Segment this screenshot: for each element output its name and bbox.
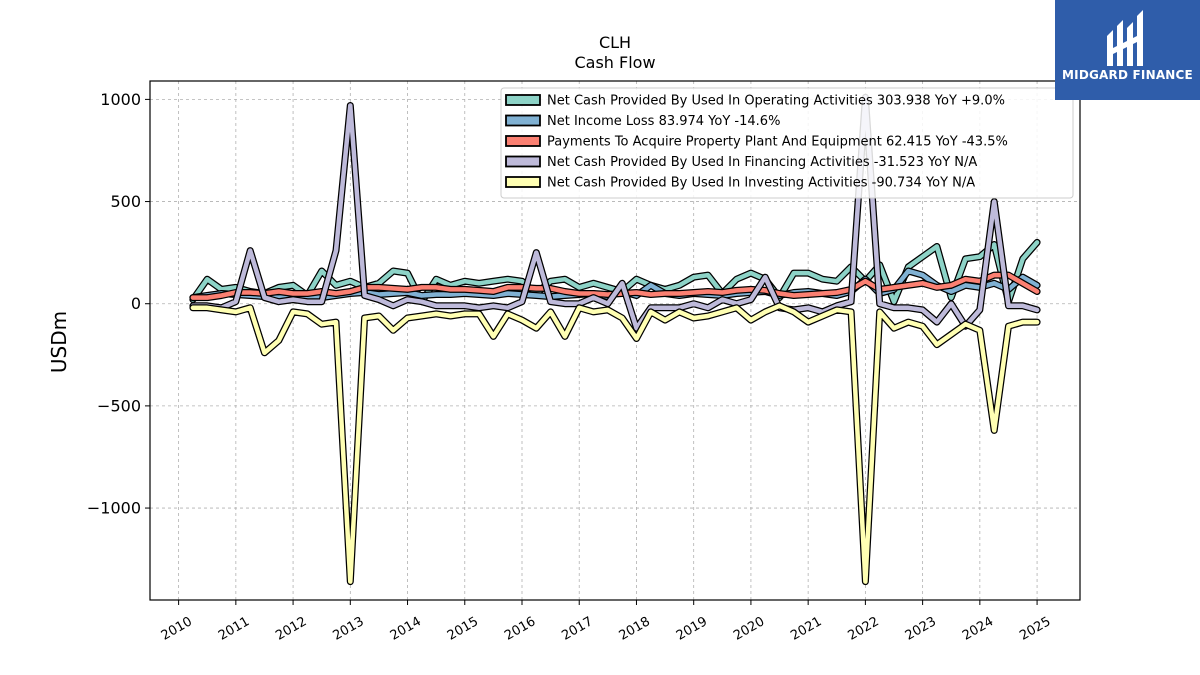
brand-logo: MIDGARD FINANCE <box>1055 0 1200 100</box>
legend-label-1: Net Income Loss 83.974 YoY -14.6% <box>547 114 780 129</box>
x-tick-label: 2017 <box>559 614 595 644</box>
y-tick-label: −500 <box>97 396 141 415</box>
chart-subtitle: Cash Flow <box>574 53 655 72</box>
chart-title: CLH <box>599 33 631 52</box>
legend-swatch-4 <box>505 176 541 188</box>
x-tick-label: 2021 <box>788 614 824 644</box>
x-tick-label: 2025 <box>1017 614 1053 644</box>
series-lines <box>189 93 1041 586</box>
y-tick-label: 500 <box>110 192 141 211</box>
legend-label-0: Net Cash Provided By Used In Operating A… <box>547 94 1005 109</box>
brand-mark-icon <box>1107 10 1143 66</box>
series-line-4 <box>190 303 1040 584</box>
legend-swatch-1 <box>505 114 541 127</box>
x-tick-label: 2012 <box>273 614 309 644</box>
x-tick-label: 2022 <box>846 614 882 644</box>
x-tick-label: 2018 <box>617 614 653 644</box>
legend-label-3: Net Cash Provided By Used In Financing A… <box>547 155 977 170</box>
x-tick-label: 2023 <box>903 614 939 644</box>
x-tick-label: 2010 <box>159 614 195 644</box>
x-tick-label: 2014 <box>388 614 424 644</box>
legend-swatch-2 <box>505 135 541 147</box>
legend: Net Cash Provided By Used In Operating A… <box>500 87 1074 199</box>
y-axis-label: USDm <box>47 311 71 373</box>
x-tick-label: 2016 <box>502 614 538 644</box>
x-tick-label: 2020 <box>731 614 767 644</box>
legend-label-2: Payments To Acquire Property Plant And E… <box>547 135 1008 150</box>
series-line-3 <box>190 95 1040 331</box>
x-tick-label: 2013 <box>330 614 366 644</box>
legend-label-4: Net Cash Provided By Used In Investing A… <box>547 176 975 191</box>
legend-box <box>500 87 1074 199</box>
x-tick-label: 2011 <box>216 614 252 644</box>
plot-area-frame <box>149 80 1081 601</box>
x-tick-label: 2015 <box>445 614 481 644</box>
x-tick-label: 2019 <box>674 614 710 644</box>
legend-swatch-0 <box>505 94 541 106</box>
y-tick-label: −1000 <box>87 499 141 518</box>
brand-name: MIDGARD FINANCE <box>1062 68 1193 82</box>
legend-swatch-3 <box>505 155 541 168</box>
y-tick-label: 0 <box>131 294 141 313</box>
x-tick-label: 2024 <box>960 614 996 644</box>
y-tick-label: 1000 <box>100 90 141 109</box>
x-axis: 2010 2011 2012 2013 2014 2015 2016 2017 2018 2019… <box>159 600 1053 644</box>
y-axis: −1000 −500 0 500 1000 <box>87 90 150 518</box>
